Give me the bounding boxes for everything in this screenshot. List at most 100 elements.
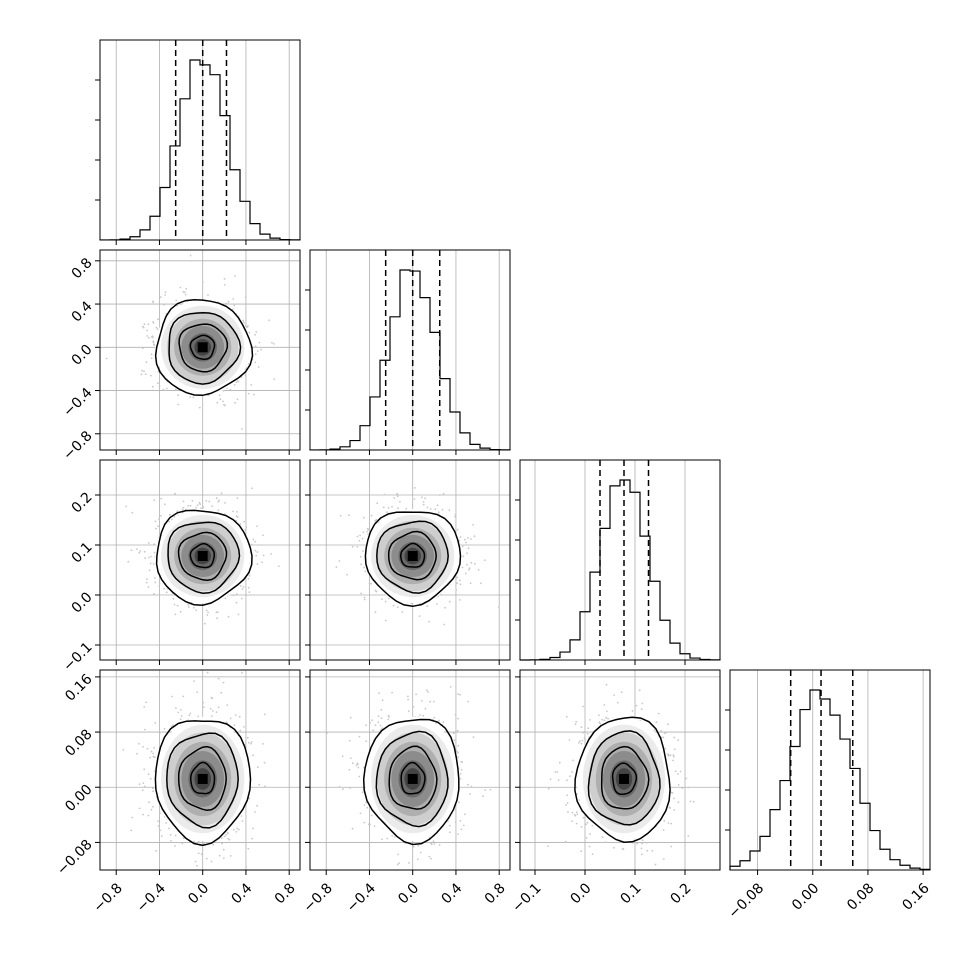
sample-point: [246, 736, 249, 739]
density-peak: [407, 773, 418, 784]
density-contour: [400, 761, 426, 795]
sample-point: [453, 739, 456, 742]
sample-point: [153, 551, 156, 554]
sample-point: [153, 577, 156, 579]
density-contour: [189, 543, 216, 569]
sample-point: [358, 775, 361, 778]
panel-frame: [309, 249, 511, 451]
sample-point: [456, 750, 458, 753]
density-contour: [168, 312, 242, 385]
sample-point: [174, 845, 176, 847]
sample-point: [424, 497, 426, 500]
density-contour: [155, 509, 253, 606]
sample-point: [202, 281, 204, 283]
sample-point: [169, 513, 171, 516]
sample-point: [432, 840, 435, 843]
sample-point: [247, 847, 250, 850]
sample-point: [477, 568, 480, 571]
sample-point: [174, 834, 177, 837]
sample-point: [378, 692, 380, 695]
sample-point: [256, 525, 258, 527]
sample-point: [189, 254, 192, 257]
sample-point: [456, 729, 459, 732]
sample-point: [254, 549, 257, 552]
sample-point: [355, 764, 358, 767]
sample-point: [154, 520, 157, 523]
sample-point: [148, 569, 151, 572]
sample-point: [360, 592, 362, 595]
sample-point: [222, 681, 225, 684]
sample-point: [153, 499, 156, 501]
sample-point: [247, 392, 250, 395]
sample-point: [235, 830, 238, 833]
sample-point: [640, 881, 642, 883]
histogram-step: [729, 689, 931, 870]
sample-point: [251, 837, 254, 840]
sample-point: [448, 824, 451, 827]
sample-point: [171, 695, 174, 698]
sample-point: [219, 398, 222, 401]
sample-point: [227, 832, 230, 835]
density-peak: [197, 551, 208, 561]
sample-point: [398, 862, 400, 864]
sample-point: [224, 404, 226, 407]
sample-point: [232, 594, 235, 597]
sample-point: [436, 603, 438, 605]
sample-point: [461, 566, 464, 569]
sample-point: [396, 606, 399, 609]
density-contour: [177, 745, 227, 811]
sample-point: [244, 374, 247, 376]
sample-point: [138, 742, 140, 745]
sample-point: [363, 566, 365, 569]
sample-point: [188, 714, 191, 717]
density-contour: [177, 531, 228, 582]
sample-point: [196, 504, 199, 507]
sample-point: [255, 331, 258, 333]
sample-point: [153, 756, 156, 759]
sample-point: [217, 677, 220, 680]
sample-point: [180, 715, 183, 717]
sample-point: [234, 275, 237, 277]
density-contour: [189, 761, 216, 795]
density-contour: [376, 520, 449, 594]
sample-point: [421, 700, 423, 702]
sample-point: [653, 729, 656, 732]
sample-point: [131, 816, 134, 819]
sample-point: [217, 706, 220, 709]
sample-point: [152, 340, 155, 342]
sample-point: [197, 715, 200, 718]
sample-point: [454, 515, 456, 518]
sample-point: [149, 777, 152, 780]
sample-point: [428, 620, 430, 623]
sample-point: [393, 497, 396, 499]
sample-point: [131, 511, 134, 514]
sample-point: [147, 586, 150, 588]
density-contour: [362, 718, 460, 846]
sample-point: [150, 555, 152, 558]
sample-point: [359, 812, 362, 815]
sample-point: [143, 550, 146, 553]
sample-point: [140, 373, 143, 376]
sample-point: [257, 366, 260, 368]
sample-point: [673, 809, 676, 811]
sample-point: [349, 716, 352, 719]
sample-point: [409, 873, 411, 875]
sample-point: [407, 698, 409, 701]
sample-point: [172, 598, 175, 600]
sample-point: [144, 557, 147, 560]
sample-point: [571, 811, 574, 814]
sample-point: [442, 492, 445, 495]
sample-point: [263, 761, 266, 764]
sample-point: [211, 697, 214, 700]
sample-point: [251, 487, 254, 490]
sample-point: [194, 860, 197, 863]
sample-point: [387, 718, 390, 721]
sample-point: [160, 514, 162, 517]
density-contour: [399, 542, 426, 568]
sample-point: [141, 789, 144, 792]
sample-point: [466, 552, 468, 555]
sample-point: [198, 406, 201, 409]
sample-point: [484, 789, 487, 791]
sample-point: [419, 602, 421, 605]
sample-point: [448, 509, 451, 512]
